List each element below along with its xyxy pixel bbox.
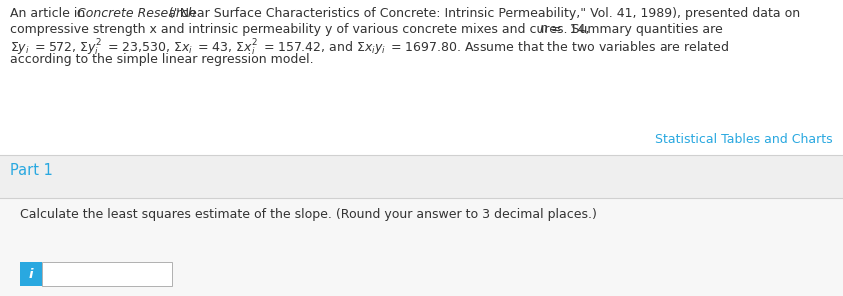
Text: =  14,: = 14, — [547, 22, 589, 36]
Text: $\Sigma y_i\,$ = 572, $\Sigma y_i^2\,$ = 23,530, $\Sigma x_i\,$ = 43, $\Sigma x_: $\Sigma y_i\,$ = 572, $\Sigma y_i^2\,$ =… — [10, 38, 729, 58]
Text: i: i — [29, 268, 33, 281]
Text: Statistical Tables and Charts: Statistical Tables and Charts — [655, 133, 833, 146]
Text: Concrete Research: Concrete Research — [77, 7, 196, 20]
FancyBboxPatch shape — [0, 0, 843, 155]
Text: according to the simple linear regression model.: according to the simple linear regressio… — [10, 54, 314, 67]
Text: Part 1: Part 1 — [10, 163, 53, 178]
FancyBboxPatch shape — [0, 198, 843, 296]
FancyBboxPatch shape — [42, 262, 172, 286]
FancyBboxPatch shape — [20, 262, 42, 286]
Text: n: n — [540, 22, 548, 36]
Text: ("Near Surface Characteristics of Concrete: Intrinsic Permeability," Vol. 41, 19: ("Near Surface Characteristics of Concre… — [165, 7, 800, 20]
Text: An article in: An article in — [10, 7, 89, 20]
Text: compressive strength x and intrinsic permeability y of various concrete mixes an: compressive strength x and intrinsic per… — [10, 22, 727, 36]
Text: Calculate the least squares estimate of the slope. (Round your answer to 3 decim: Calculate the least squares estimate of … — [20, 208, 597, 221]
FancyBboxPatch shape — [0, 155, 843, 198]
